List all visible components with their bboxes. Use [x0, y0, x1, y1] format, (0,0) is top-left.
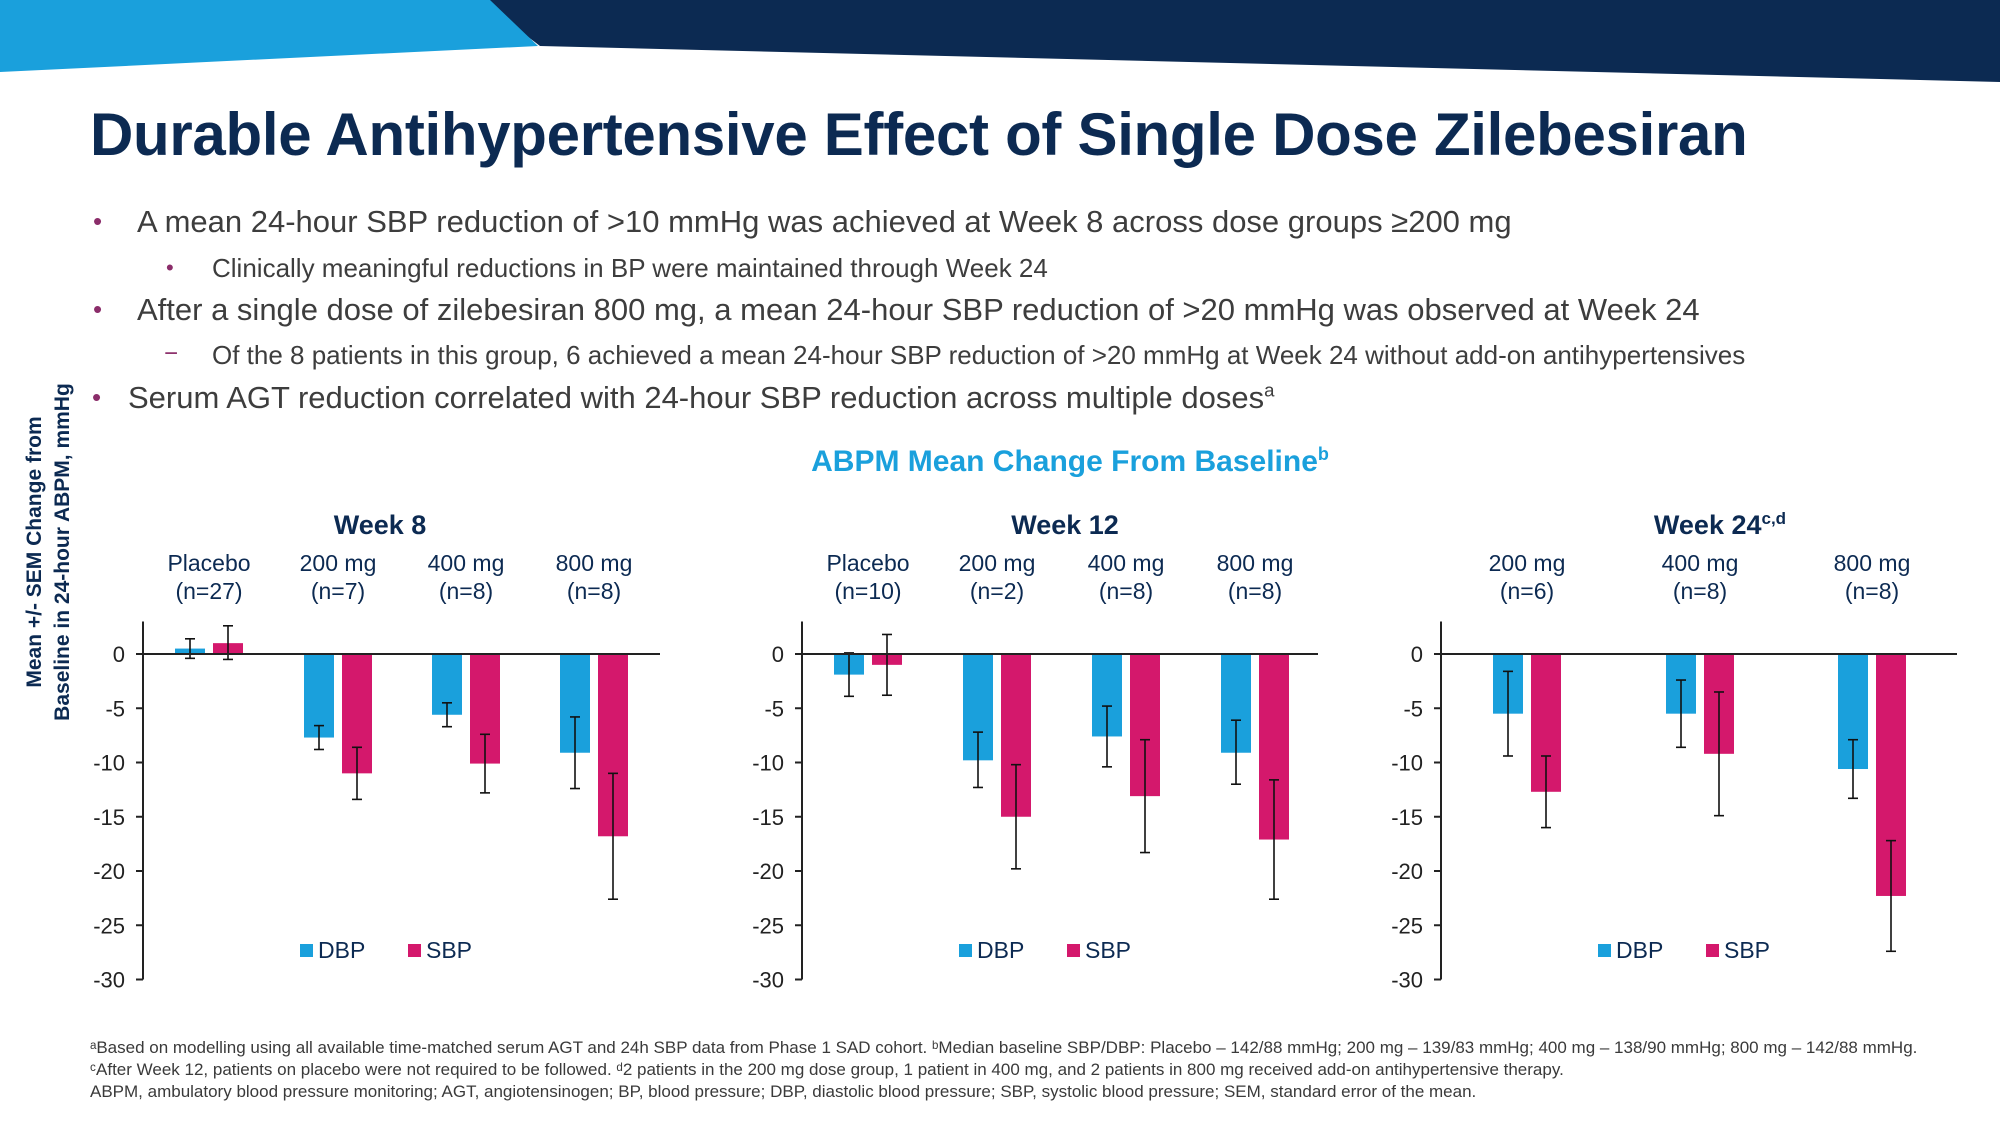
- y-tick-label: -10: [752, 751, 784, 776]
- category-n-label: (n=2): [970, 578, 1024, 604]
- y-tick-label: -15: [752, 805, 784, 830]
- figure-title-text: ABPM Mean Change From Baseline: [811, 445, 1318, 478]
- bullet-2: • After a single dose of zilebesiran 800…: [93, 292, 1700, 328]
- legend-swatch-sbp: [1706, 944, 1719, 957]
- panel-title-sup: c,d: [1762, 509, 1787, 528]
- y-tick-label: -30: [93, 968, 125, 993]
- y-tick-label: -5: [1403, 696, 1423, 721]
- category-label: 400 mg: [428, 550, 505, 576]
- bullet-1: • A mean 24-hour SBP reduction of >10 mm…: [93, 204, 1512, 240]
- y-tick-label: -20: [752, 859, 784, 884]
- y-tick-label: 0: [113, 642, 125, 667]
- y-tick-label: -30: [1391, 968, 1423, 993]
- panel-title: Week 12: [1011, 510, 1119, 540]
- category-label: 400 mg: [1662, 550, 1739, 576]
- y-tick-label: -25: [752, 913, 784, 938]
- legend-label-dbp: DBP: [1616, 937, 1663, 963]
- bullet-2-sub: − Of the 8 patients in this group, 6 ach…: [164, 340, 1746, 371]
- legend-swatch-sbp: [408, 944, 421, 957]
- y-tick-label: -5: [764, 696, 784, 721]
- category-label: 800 mg: [1834, 550, 1911, 576]
- legend-swatch-dbp: [300, 944, 313, 957]
- page-title: Durable Antihypertensive Effect of Singl…: [90, 101, 1748, 168]
- banner-light-band: [0, 0, 538, 72]
- y-tick-label: -25: [1391, 913, 1423, 938]
- header-banner: [0, 0, 2000, 82]
- category-n-label: (n=27): [175, 578, 242, 604]
- dash-marker: −: [164, 340, 179, 367]
- footnote-line2: ABPM, ambulatory blood pressure monitori…: [90, 1082, 1477, 1101]
- category-n-label: (n=8): [1099, 578, 1153, 604]
- y-tick-label: 0: [1411, 642, 1423, 667]
- bullet-text: Of the 8 patients in this group, 6 achie…: [212, 340, 1746, 370]
- category-label: Placebo: [826, 550, 909, 576]
- bullet-3: • Serum AGT reduction correlated with 24…: [92, 379, 1275, 416]
- bullet-text: Serum AGT reduction correlated with 24-h…: [128, 380, 1265, 415]
- y-tick-label: -5: [105, 696, 125, 721]
- bullet-text: After a single dose of zilebesiran 800 m…: [137, 292, 1700, 327]
- legend-label-dbp: DBP: [977, 937, 1024, 963]
- figure-title: ABPM Mean Change From Baselineb: [0, 445, 2000, 479]
- legend-swatch-dbp: [959, 944, 972, 957]
- category-label: 800 mg: [1217, 550, 1294, 576]
- panel-title: Week 8: [334, 510, 427, 540]
- category-n-label: (n=8): [567, 578, 621, 604]
- category-label: 800 mg: [556, 550, 633, 576]
- category-label: 200 mg: [1489, 550, 1566, 576]
- y-tick-label: -30: [752, 968, 784, 993]
- category-n-label: (n=6): [1500, 578, 1554, 604]
- footnote: ᵃBased on modelling using all available …: [90, 1037, 1950, 1103]
- bullet-marker: •: [166, 255, 174, 280]
- category-label: Placebo: [167, 550, 250, 576]
- legend-label-sbp: SBP: [426, 937, 472, 963]
- bullet-marker: •: [93, 206, 103, 236]
- y-tick-label: -20: [93, 859, 125, 884]
- bullet-superscript: a: [1264, 379, 1275, 401]
- figure-title-sup: b: [1317, 444, 1329, 464]
- y-tick-label: -10: [93, 751, 125, 776]
- legend-label-sbp: SBP: [1724, 937, 1770, 963]
- category-n-label: (n=8): [1673, 578, 1727, 604]
- legend-label-dbp: DBP: [318, 937, 365, 963]
- y-tick-label: -25: [93, 913, 125, 938]
- bullet-marker: •: [93, 294, 103, 324]
- bullet-1-sub: • Clinically meaningful reductions in BP…: [166, 253, 1048, 284]
- category-n-label: (n=8): [1845, 578, 1899, 604]
- legend-swatch-dbp: [1598, 944, 1611, 957]
- category-n-label: (n=7): [311, 578, 365, 604]
- legend-swatch-sbp: [1067, 944, 1080, 957]
- category-label: 200 mg: [959, 550, 1036, 576]
- bullet-text: Clinically meaningful reductions in BP w…: [212, 253, 1048, 283]
- y-tick-label: -20: [1391, 859, 1423, 884]
- y-tick-label: -15: [1391, 805, 1423, 830]
- footnote-line1: ᵃBased on modelling using all available …: [90, 1038, 1918, 1079]
- legend-label-sbp: SBP: [1085, 937, 1131, 963]
- category-n-label: (n=8): [439, 578, 493, 604]
- bar-dbp: [304, 654, 334, 738]
- y-tick-label: 0: [772, 642, 784, 667]
- category-n-label: (n=10): [834, 578, 901, 604]
- bullet-marker: •: [92, 382, 102, 412]
- category-n-label: (n=8): [1228, 578, 1282, 604]
- banner-dark-band: [480, 0, 2000, 82]
- category-label: 400 mg: [1088, 550, 1165, 576]
- bullet-text: A mean 24-hour SBP reduction of >10 mmHg…: [137, 204, 1512, 239]
- y-tick-label: -10: [1391, 751, 1423, 776]
- category-label: 200 mg: [300, 550, 377, 576]
- panel-title: Week 24c,d: [1654, 509, 1786, 540]
- y-tick-label: -15: [93, 805, 125, 830]
